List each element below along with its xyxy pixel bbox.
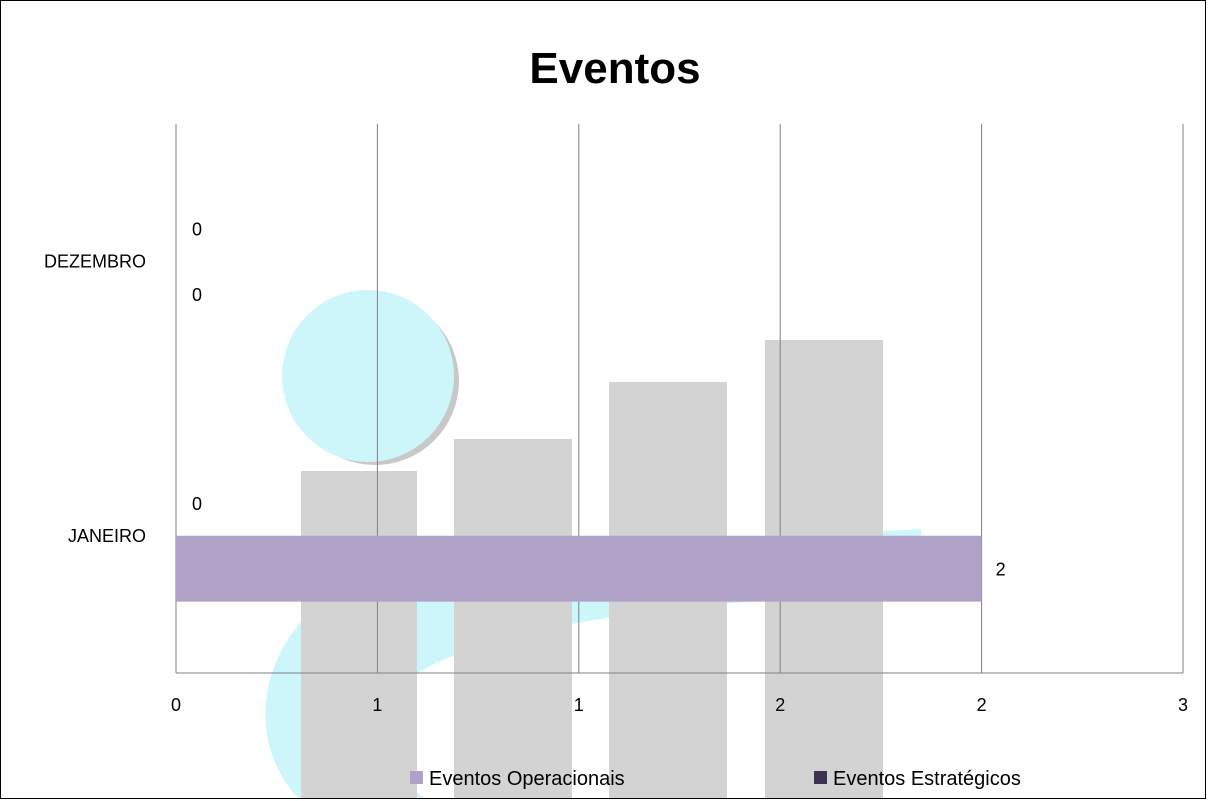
legend-label-estrategicos: Eventos Estratégicos [833, 768, 1021, 790]
x-tick-labels: 0 1 1 2 2 3 [171, 695, 1188, 715]
category-labels: JANEIRO DEZEMBRO [44, 251, 146, 546]
x-tick-label: 1 [372, 695, 382, 715]
bar [176, 535, 982, 602]
data-label: 2 [996, 560, 1006, 580]
data-label: 0 [192, 494, 202, 514]
data-label: 0 [192, 219, 202, 239]
category-label: DEZEMBRO [44, 251, 146, 271]
x-tick-label: 2 [977, 695, 987, 715]
x-tick-label: 1 [574, 695, 584, 715]
x-tick-label: 2 [775, 695, 785, 715]
watermark-circle [282, 290, 454, 462]
data-label: 0 [192, 285, 202, 305]
legend-swatch-operacionais [410, 771, 423, 784]
x-tick-label: 3 [1178, 695, 1188, 715]
watermark-bar-2 [454, 439, 572, 798]
x-tick-label: 0 [171, 695, 181, 715]
category-label: JANEIRO [68, 526, 146, 546]
watermark-bar-1 [301, 471, 417, 798]
bars [176, 535, 982, 602]
legend-label-operacionais: Eventos Operacionais [429, 768, 625, 790]
chart-title: Eventos [529, 44, 700, 93]
legend-swatch-estrategicos [814, 771, 827, 784]
legend: Eventos Operacionais Eventos Estratégico… [410, 768, 1021, 790]
